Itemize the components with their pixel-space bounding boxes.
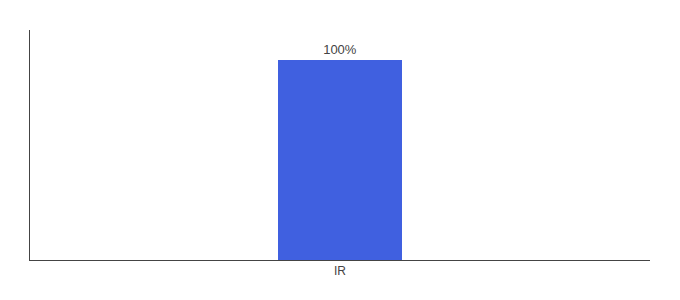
svg-text:IR: IR	[334, 264, 346, 278]
svg-text:100%: 100%	[323, 42, 357, 57]
